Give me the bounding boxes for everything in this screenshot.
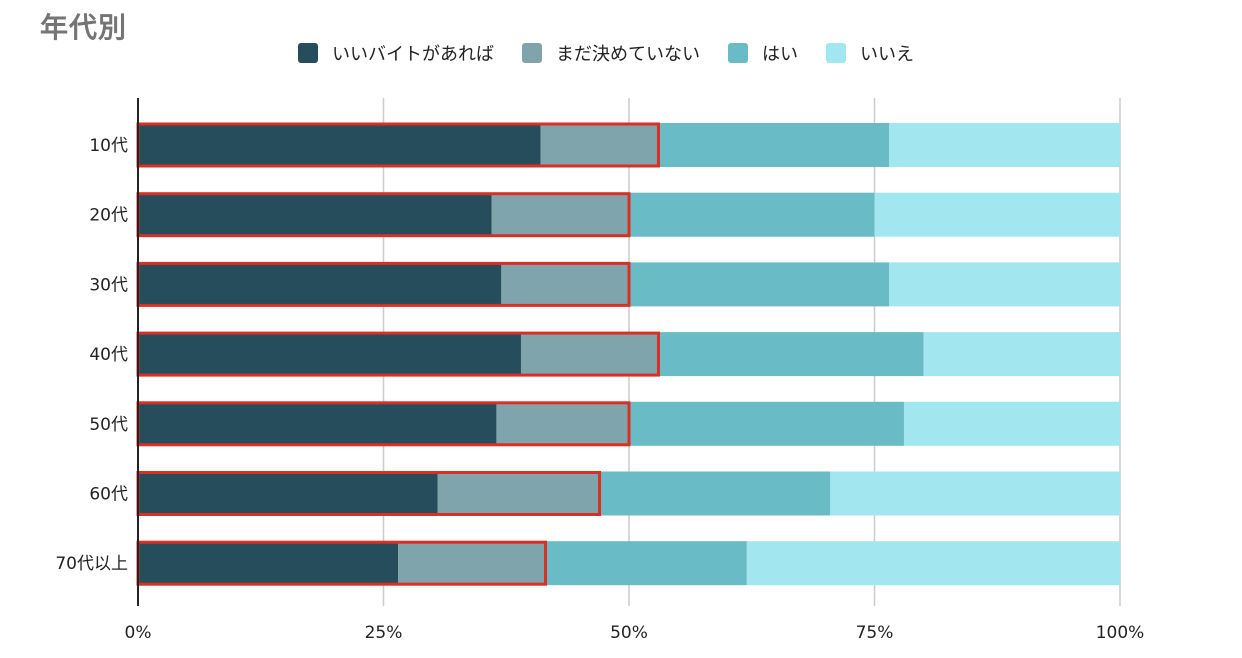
y-tick-label: 30代 — [89, 275, 128, 295]
bar-segment — [658, 123, 890, 167]
y-tick-label: 50代 — [89, 415, 128, 435]
y-tick-label: 10代 — [89, 136, 128, 156]
bar-segment — [874, 192, 1120, 237]
bar-segment — [398, 541, 546, 586]
x-tick-label: 50% — [610, 623, 648, 643]
legend-item: はい — [728, 40, 798, 66]
legend-swatch — [298, 43, 318, 63]
y-tick-label: 60代 — [89, 485, 128, 505]
legend-swatch — [522, 43, 542, 63]
bar-segment — [138, 332, 521, 377]
legend-swatch — [728, 43, 748, 63]
bar-segment — [520, 332, 659, 377]
x-tick-label: 0% — [125, 623, 152, 643]
bar-segment — [903, 401, 1120, 446]
bar-segment — [540, 123, 659, 167]
legend-item: いいバイトがあれば — [298, 40, 494, 66]
legend-item: いいえ — [826, 40, 914, 66]
bar-segment — [658, 332, 924, 377]
bar-segment — [599, 471, 831, 516]
chart-title: 年代別 — [40, 11, 128, 44]
bar-segment — [138, 471, 438, 516]
x-tick-label: 75% — [856, 623, 894, 643]
bar-segment — [746, 541, 1120, 586]
bar-segment — [437, 471, 600, 516]
bar-segment — [889, 123, 1120, 167]
bar-segment — [138, 541, 399, 586]
bar-segment — [138, 401, 497, 446]
bar-segment — [496, 401, 629, 446]
bar-segment — [923, 332, 1120, 377]
bar-segment — [629, 192, 875, 237]
y-tick-label: 20代 — [89, 206, 128, 226]
bar-segment — [491, 192, 629, 237]
chart-legend: いいバイトがあれば まだ決めていない はい いいえ — [298, 40, 942, 66]
bar-segment — [138, 192, 492, 237]
legend-label: いいバイトがあれば — [332, 44, 494, 65]
y-tick-label: 40代 — [89, 345, 128, 365]
x-tick-label: 25% — [365, 623, 403, 643]
bar-segment — [138, 123, 541, 167]
legend-label: はい — [762, 44, 798, 65]
bar-segment — [629, 262, 890, 307]
legend-label: いいえ — [860, 44, 914, 65]
x-tick-label: 100% — [1096, 623, 1145, 643]
legend-label: まだ決めていない — [556, 44, 700, 65]
bar-segment — [629, 401, 904, 446]
bar-segment — [501, 262, 629, 307]
bar-segment — [830, 471, 1120, 516]
legend-swatch — [826, 43, 846, 63]
bar-segment — [545, 541, 747, 586]
legend-item: まだ決めていない — [522, 40, 700, 66]
bar-segment — [889, 262, 1120, 307]
y-tick-label: 70代以上 — [55, 554, 128, 574]
bar-segment — [138, 262, 502, 307]
